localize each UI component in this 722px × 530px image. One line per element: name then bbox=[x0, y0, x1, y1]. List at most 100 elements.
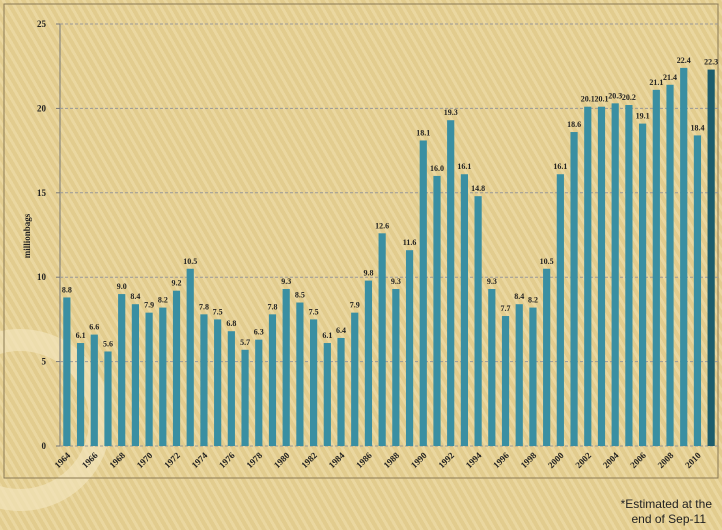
bar bbox=[186, 268, 194, 446]
bar bbox=[378, 233, 386, 446]
value-label: 7.8 bbox=[199, 302, 209, 311]
bar bbox=[282, 289, 290, 446]
value-label: 11.6 bbox=[403, 238, 417, 247]
value-label: 6.1 bbox=[76, 331, 86, 340]
value-label: 7.7 bbox=[501, 304, 511, 313]
bar bbox=[200, 314, 208, 446]
value-label: 22.4 bbox=[677, 56, 691, 65]
bar bbox=[172, 290, 181, 446]
y-tick-label: 20 bbox=[37, 103, 47, 113]
value-label: 8.2 bbox=[158, 296, 168, 305]
x-tick-label: 1992 bbox=[436, 450, 456, 470]
value-label: 9.2 bbox=[172, 279, 182, 288]
bar bbox=[447, 120, 455, 446]
bar bbox=[474, 196, 482, 446]
y-tick-label: 15 bbox=[37, 188, 47, 198]
bar bbox=[460, 174, 468, 446]
y-tick-label: 10 bbox=[37, 272, 47, 282]
value-label: 22.3 bbox=[704, 58, 718, 67]
value-label: 21.4 bbox=[663, 73, 677, 82]
bar bbox=[90, 334, 98, 446]
bar bbox=[159, 307, 167, 446]
value-label: 7.5 bbox=[309, 307, 319, 316]
y-tick-label: 0 bbox=[42, 441, 47, 451]
value-label: 6.6 bbox=[89, 323, 99, 332]
bar bbox=[639, 123, 647, 446]
bar bbox=[227, 331, 235, 446]
value-label: 16.1 bbox=[457, 162, 471, 171]
value-label: 20.2 bbox=[622, 93, 636, 102]
value-label: 5.6 bbox=[103, 339, 113, 348]
value-label: 16.1 bbox=[553, 162, 567, 171]
x-tick-label: 1984 bbox=[327, 450, 347, 470]
bar bbox=[118, 294, 126, 446]
bar bbox=[214, 319, 222, 446]
bar bbox=[556, 174, 564, 446]
bar bbox=[405, 250, 414, 446]
x-tick-label: 2010 bbox=[683, 450, 703, 470]
y-tick-label: 25 bbox=[37, 19, 47, 29]
x-tick-label: 1970 bbox=[135, 450, 155, 470]
bar bbox=[693, 135, 702, 446]
x-tick-label: 1996 bbox=[491, 450, 511, 470]
annotation: *Estimated at the bbox=[621, 497, 713, 511]
annotation: end of Sep-11 bbox=[631, 512, 706, 526]
value-label: 8.4 bbox=[514, 292, 524, 301]
x-tick-label: 1986 bbox=[354, 450, 374, 470]
bar bbox=[570, 132, 578, 447]
x-tick-label: 2000 bbox=[546, 450, 566, 470]
x-tick-label: 2004 bbox=[601, 450, 621, 470]
bar bbox=[131, 304, 139, 446]
bar bbox=[323, 343, 331, 446]
bar bbox=[597, 106, 606, 446]
value-label: 7.8 bbox=[267, 302, 277, 311]
bar bbox=[529, 307, 537, 446]
bar bbox=[392, 289, 400, 446]
x-tick-label: 1982 bbox=[299, 450, 319, 470]
logo-ring bbox=[0, 329, 111, 511]
value-label: 6.1 bbox=[322, 331, 332, 340]
bar bbox=[419, 140, 427, 447]
bar bbox=[433, 175, 441, 447]
value-label: 9.3 bbox=[487, 277, 497, 286]
value-label: 20.1 bbox=[581, 95, 595, 104]
value-label: 6.4 bbox=[336, 326, 346, 335]
value-label: 10.5 bbox=[183, 257, 197, 266]
value-label: 18.6 bbox=[567, 120, 581, 129]
value-label: 18.1 bbox=[416, 128, 430, 137]
x-tick-label: 1972 bbox=[162, 450, 182, 470]
bar bbox=[584, 106, 592, 446]
x-tick-label: 1980 bbox=[272, 450, 292, 470]
value-label: 8.2 bbox=[528, 296, 538, 305]
value-label: 7.9 bbox=[144, 301, 154, 310]
value-label: 19.3 bbox=[444, 108, 458, 117]
value-label: 18.4 bbox=[690, 123, 704, 132]
x-tick-label: 1990 bbox=[409, 450, 429, 470]
x-tick-label: 1974 bbox=[190, 450, 210, 470]
value-label: 20.3 bbox=[608, 91, 622, 100]
x-tick-label: 1998 bbox=[519, 450, 539, 470]
bar bbox=[680, 67, 688, 446]
value-label: 10.5 bbox=[540, 257, 554, 266]
bar bbox=[268, 314, 277, 446]
y-axis-label: millionbags bbox=[22, 213, 32, 258]
bar bbox=[611, 103, 619, 446]
value-label: 21.1 bbox=[649, 78, 663, 87]
bar bbox=[501, 316, 510, 446]
bar bbox=[666, 84, 674, 446]
x-tick-label: 2002 bbox=[573, 450, 593, 470]
x-tick-label: 1978 bbox=[244, 450, 264, 470]
y-tick-label: 5 bbox=[42, 357, 47, 367]
x-tick-label: 1964 bbox=[52, 450, 72, 470]
bar bbox=[104, 351, 112, 446]
value-label: 9.3 bbox=[391, 277, 401, 286]
value-label: 8.4 bbox=[130, 292, 140, 301]
value-label: 8.8 bbox=[62, 285, 72, 294]
value-label: 9.8 bbox=[363, 269, 373, 278]
x-tick-label: 1994 bbox=[464, 450, 484, 470]
chart-frame bbox=[3, 3, 719, 479]
value-label: 19.1 bbox=[636, 112, 650, 121]
bar bbox=[543, 268, 551, 446]
